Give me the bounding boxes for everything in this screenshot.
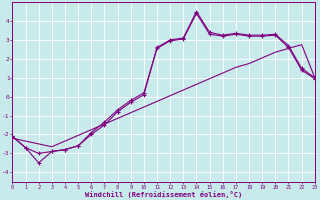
- X-axis label: Windchill (Refroidissement éolien,°C): Windchill (Refroidissement éolien,°C): [85, 191, 242, 198]
